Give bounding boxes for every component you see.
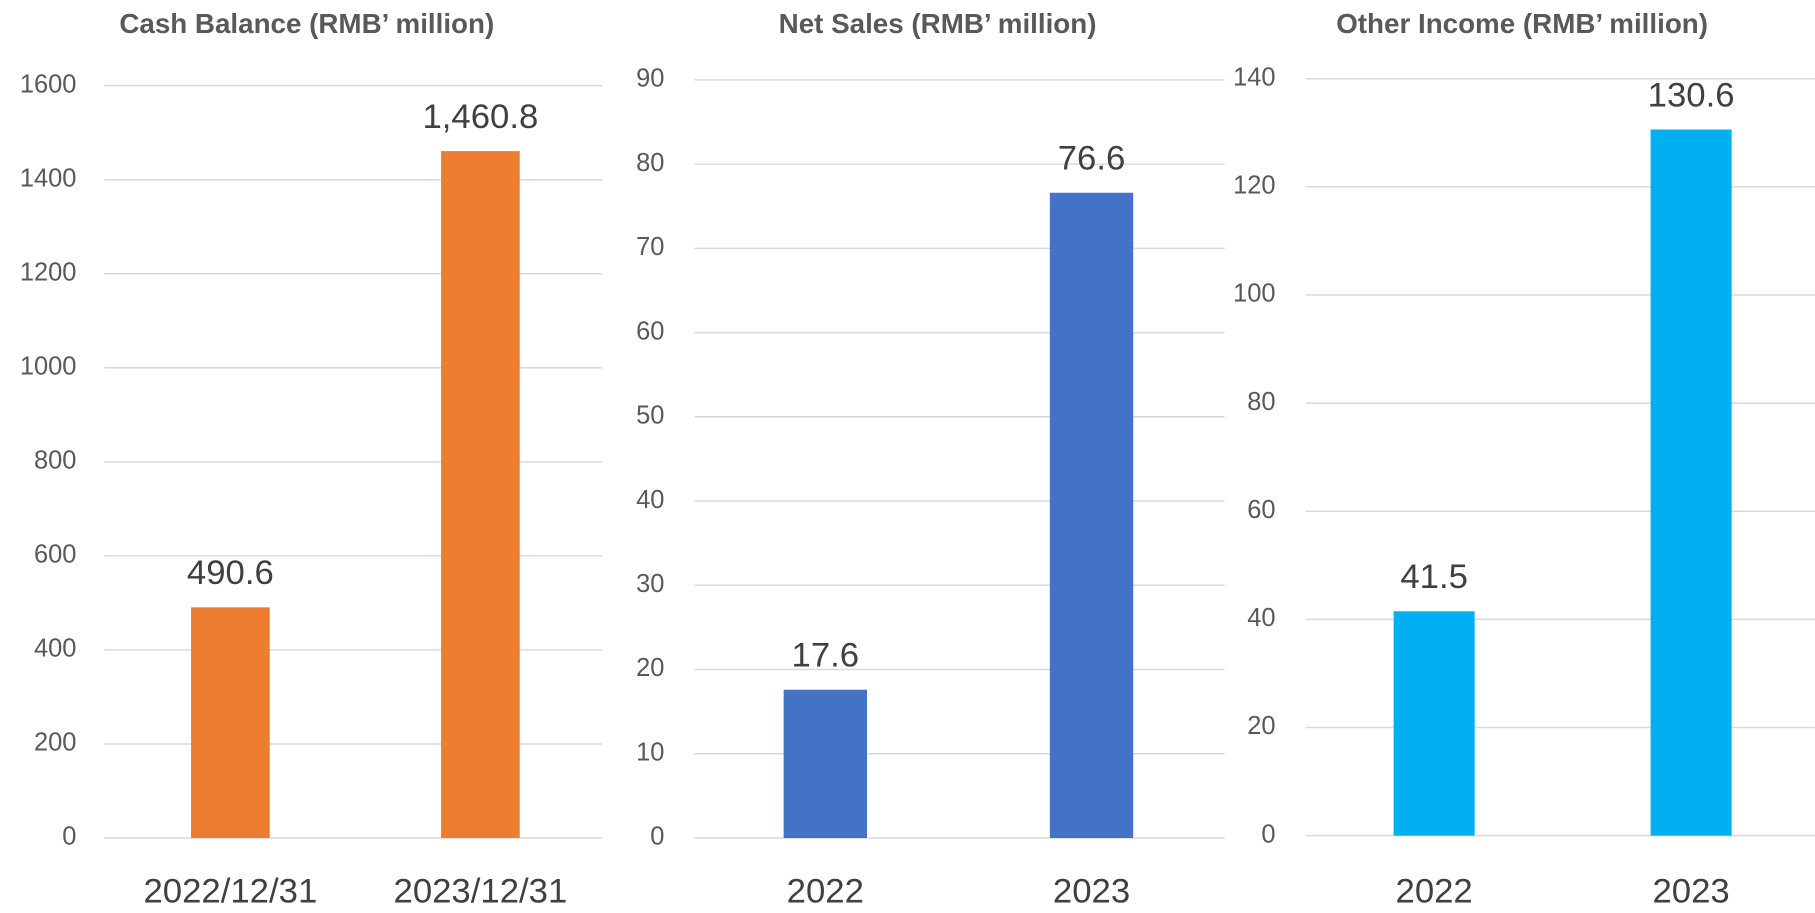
y-tick-label: 0 xyxy=(62,823,76,851)
x-tick-label: 2022/12/31 xyxy=(144,873,318,911)
y-tick-label: 0 xyxy=(650,823,664,851)
y-tick-label: 70 xyxy=(636,233,664,261)
y-tick-label: 90 xyxy=(636,65,664,93)
y-tick-label: 60 xyxy=(636,317,664,345)
chart-title: Other Income (RMB’ million) xyxy=(1336,8,1708,39)
y-tick-label: 30 xyxy=(636,570,664,598)
bar xyxy=(1650,129,1732,836)
value-label: 41.5 xyxy=(1400,558,1468,596)
value-label: 76.6 xyxy=(1058,140,1126,178)
bar xyxy=(191,607,270,838)
chart-title: Net Sales (RMB’ million) xyxy=(779,8,1097,39)
y-tick-label: 800 xyxy=(34,447,76,475)
y-tick-label: 40 xyxy=(1247,604,1275,632)
x-tick-label: 2023 xyxy=(1652,873,1729,911)
y-tick-label: 1000 xyxy=(20,352,77,380)
y-tick-label: 80 xyxy=(636,149,664,177)
y-tick-label: 140 xyxy=(1233,63,1275,91)
y-tick-label: 60 xyxy=(1247,496,1275,524)
x-tick-label: 2022 xyxy=(1396,873,1473,911)
y-tick-label: 200 xyxy=(34,729,76,757)
y-tick-label: 100 xyxy=(1233,280,1275,308)
y-tick-label: 120 xyxy=(1233,172,1275,200)
chart-title: Cash Balance (RMB’ million) xyxy=(119,8,494,39)
y-tick-label: 80 xyxy=(1247,388,1275,416)
y-tick-label: 50 xyxy=(636,402,664,430)
y-tick-label: 40 xyxy=(636,486,664,514)
bar xyxy=(783,689,867,838)
value-label: 490.6 xyxy=(187,554,274,592)
value-label: 130.6 xyxy=(1648,76,1735,114)
x-tick-label: 2023/12/31 xyxy=(394,873,568,911)
bar xyxy=(441,151,520,838)
y-tick-label: 400 xyxy=(34,635,76,663)
y-tick-label: 1200 xyxy=(20,258,77,286)
y-tick-label: 20 xyxy=(1247,712,1275,740)
y-tick-label: 600 xyxy=(34,541,76,569)
x-tick-label: 2022 xyxy=(787,873,864,911)
value-label: 1,460.8 xyxy=(422,98,538,136)
y-tick-label: 0 xyxy=(1261,820,1275,848)
y-tick-label: 1400 xyxy=(20,164,77,192)
x-tick-label: 2023 xyxy=(1053,873,1130,911)
bar xyxy=(1049,192,1134,838)
y-tick-label: 20 xyxy=(636,654,664,682)
y-tick-label: 1600 xyxy=(20,70,77,98)
value-label: 17.6 xyxy=(792,637,860,675)
bar xyxy=(1393,611,1475,836)
y-tick-label: 10 xyxy=(636,738,664,766)
